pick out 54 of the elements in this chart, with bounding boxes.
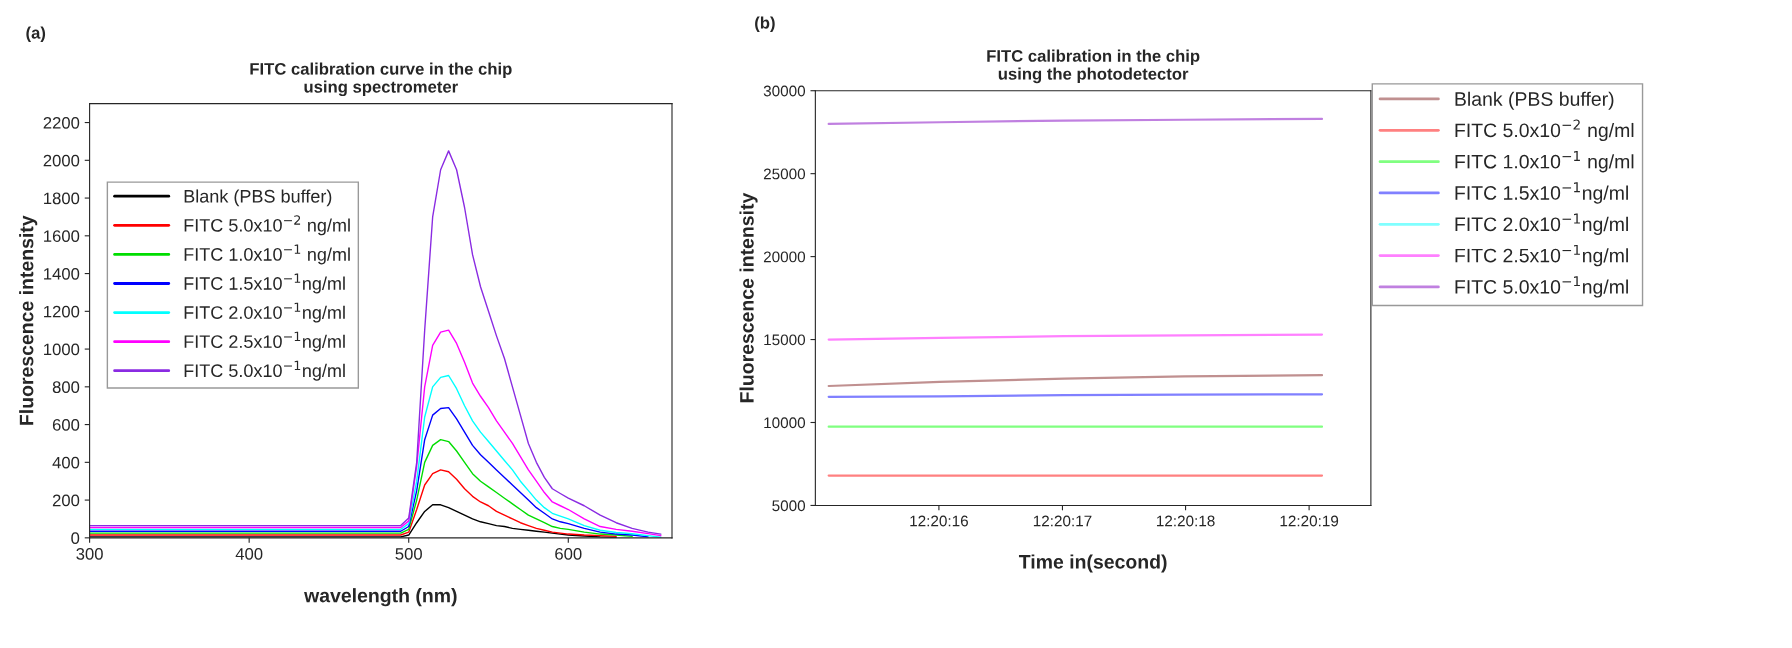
x-tick-label: 600 (555, 548, 582, 560)
legend-label: FITC 1.0x10$^{−1}$ ng/ml (1455, 150, 1634, 173)
x-axis-title: Time in(second) (1018, 554, 1167, 573)
y-tick-label: 30000 (763, 85, 806, 97)
x-tick-label: 12:20:18 (1156, 515, 1215, 527)
y-tick-label: 1600 (44, 230, 80, 243)
legend-label: Blank (PBS buffer) (184, 189, 332, 207)
x-tick-label: 300 (76, 548, 103, 560)
x-tick-label: 400 (235, 548, 263, 560)
text: (a) (26, 26, 46, 43)
y-tick-label: 25000 (763, 168, 806, 180)
x-tick-label: 500 (395, 548, 422, 560)
legend-label: FITC 5.0x10$^{−2}$ ng/ml (1455, 119, 1634, 142)
y-tick-label: 2200 (43, 116, 80, 129)
y-tick-label: 1000 (44, 343, 80, 356)
x-tick-label: 12:20:17 (1033, 515, 1092, 527)
line-series (89, 329, 662, 537)
legend-label: FITC 1.5x10$^{−1}$ng/ml (184, 273, 345, 294)
y-tick-label: 1800 (44, 192, 80, 205)
y-tick-label: 2000 (43, 154, 80, 167)
line-series (89, 438, 633, 538)
legend-label: FITC 5.0x10$^{−2}$ ng/ml (184, 215, 350, 236)
legend-label: FITC 5.0x10$^{−1}$ng/ml (1455, 276, 1628, 298)
y-tick-label: 15000 (764, 334, 806, 346)
line-series (89, 150, 662, 535)
legend-label: FITC 2.5x10$^{−1}$ng/ml (184, 331, 345, 352)
line-series (827, 374, 1324, 388)
y-tick-label: 20000 (763, 251, 806, 263)
x-axis-title: wavelength (nm) (304, 588, 457, 607)
y-tick-label: 400 (52, 456, 80, 469)
y-tick-label: 1200 (44, 305, 80, 318)
chart-title: FITC calibration in the chip using the photodetector (987, 49, 1200, 84)
x-tick-label: 12:20:19 (1280, 515, 1339, 527)
y-tick-label: 5000 (772, 500, 806, 512)
y-tick-label: 200 (52, 494, 80, 507)
y-tick-label: 1400 (44, 267, 80, 280)
y-tick-label: 10000 (764, 417, 806, 429)
line-series (89, 406, 649, 538)
y-tick-label: 0 (71, 532, 80, 545)
legend-label: FITC 5.0x10$^{−1}$ng/ml (184, 360, 345, 381)
chart-title: FITC calibration curve in the chip using spectrometer (250, 62, 512, 97)
y-axis-title: Fluorescence intensity (19, 215, 38, 425)
text: (b) (755, 16, 775, 32)
legend-label: FITC 1.0x10$^{−1}$ ng/ml (184, 244, 350, 265)
y-tick-label: 600 (52, 418, 80, 431)
legend-label: FITC 2.0x10$^{−1}$ng/ml (1455, 213, 1628, 235)
y-axis-title: Fluorescence intensity (739, 192, 758, 403)
line-series (89, 469, 617, 538)
legend-label: Blank (PBS buffer) (1455, 91, 1614, 110)
legend-label: FITC 1.5x10$^{−1}$ng/ml (1455, 182, 1628, 204)
legend-label: FITC 2.0x10$^{−1}$ng/ml (184, 302, 345, 323)
x-tick-label: 12:20:16 (910, 515, 968, 527)
legend-label: FITC 2.5x10$^{−1}$ng/ml (1455, 244, 1628, 267)
y-tick-label: 800 (52, 381, 80, 394)
